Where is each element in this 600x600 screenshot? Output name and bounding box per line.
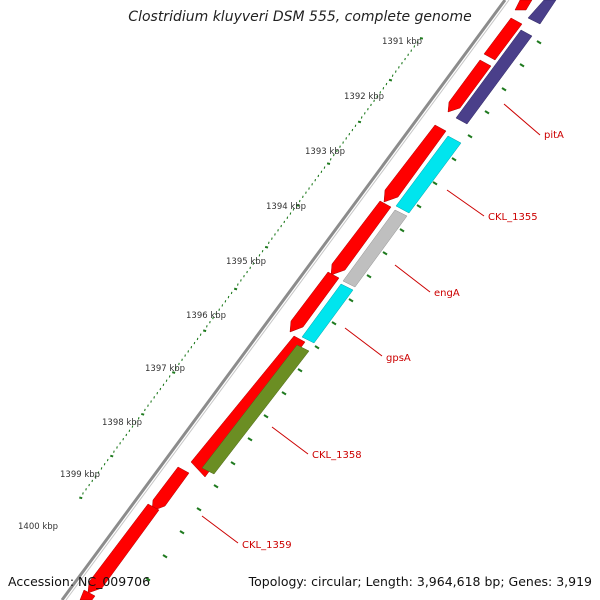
scale-label: 1398 kbp <box>102 418 142 428</box>
major-tick <box>326 162 331 166</box>
gene-label: gpsA <box>386 353 411 364</box>
cds-feature <box>483 17 523 61</box>
outer-tick <box>366 274 372 279</box>
gene-label: CKL_1355 <box>488 212 538 223</box>
outer-tick <box>382 251 388 256</box>
scale-label: 1391 kbp <box>382 37 422 47</box>
major-tick <box>295 204 300 207</box>
outer-tick <box>196 507 202 512</box>
reverse-strand-features <box>201 0 557 475</box>
cds-feature <box>79 589 96 600</box>
cds-feature <box>330 200 392 276</box>
scale-label: 1400 kbp <box>18 522 58 532</box>
gene-label: engA <box>434 288 460 299</box>
major-tick <box>141 412 145 416</box>
major-tick <box>110 454 114 458</box>
major-tick <box>79 496 83 500</box>
cds-pitA <box>455 29 533 125</box>
genome-backbone <box>60 0 507 600</box>
scale-label: 1396 kbp <box>186 311 226 321</box>
outer-tick <box>162 554 168 559</box>
outer-tick <box>230 461 236 466</box>
outer-tick <box>331 321 337 326</box>
major-tick <box>233 287 238 291</box>
cds-feature <box>514 0 533 11</box>
forward-strand-features <box>79 0 533 600</box>
gene-label-leader <box>271 426 309 455</box>
outer-tick <box>484 110 490 115</box>
major-tick <box>357 120 362 124</box>
genome-summary-text: Topology: circular; Length: 3,964,618 bp… <box>248 574 592 589</box>
outer-tick <box>145 577 151 582</box>
major-tick <box>202 329 207 333</box>
accession-text: Accession: NC_009706 <box>8 574 151 589</box>
cds-CKL_1358 <box>201 344 310 475</box>
outer-tick <box>536 40 542 45</box>
scale-label: 1394 kbp <box>266 202 306 212</box>
cds-engA <box>342 209 408 288</box>
outer-tick <box>519 63 525 68</box>
scale-label: 1399 kbp <box>60 470 100 480</box>
outer-tick <box>416 204 422 209</box>
outer-tick <box>451 157 457 162</box>
major-tick <box>419 37 424 40</box>
cds-feature <box>87 503 160 594</box>
scale-label: 1392 kbp <box>344 92 384 102</box>
cds-pitA <box>527 0 557 25</box>
outer-tick <box>314 345 320 350</box>
cds-gpsA <box>301 283 354 344</box>
outer-tick <box>501 87 507 92</box>
cds-feature <box>289 271 340 333</box>
outer-tick <box>281 391 287 396</box>
scale-ticks <box>79 37 542 582</box>
outer-tick <box>432 181 438 186</box>
outer-tick <box>399 228 405 233</box>
outer-tick <box>179 530 185 535</box>
cds-feature <box>447 59 492 113</box>
scale-labels: 1391 kbp 1392 kbp 1393 kbp 1394 kbp 1395 kbp… <box>18 37 422 532</box>
outer-tick <box>247 437 253 442</box>
outer-tick <box>263 414 269 419</box>
outer-tick <box>213 484 219 489</box>
gene-label: CKL_1359 <box>242 540 292 551</box>
outer-tick <box>467 134 473 139</box>
cds-CKL_1355 <box>395 135 462 214</box>
scale-label: 1393 kbp <box>305 147 345 157</box>
major-tick <box>388 78 393 82</box>
scale-label: 1397 kbp <box>145 364 185 374</box>
gene-labels: pitA CKL_1355 engA gpsA CKL_1358 CKL_1359 <box>201 103 564 551</box>
major-tick <box>171 371 176 374</box>
gene-label-leader <box>394 264 431 293</box>
gene-label: pitA <box>544 130 564 141</box>
gene-label: CKL_1358 <box>312 450 362 461</box>
genome-backbone-shadow <box>65 0 510 600</box>
outer-tick <box>297 368 303 373</box>
outer-tick <box>348 298 354 303</box>
gene-label-leader <box>344 327 383 357</box>
scale-label: 1395 kbp <box>226 257 266 267</box>
genome-title: Clostridium kluyveri DSM 555, complete g… <box>128 9 472 25</box>
cds-feature <box>383 124 447 203</box>
gene-label-leader <box>201 515 239 544</box>
major-tick <box>264 245 269 249</box>
cds-feature <box>151 466 190 512</box>
gene-label-leader <box>503 103 541 136</box>
gene-label-leader <box>446 189 485 217</box>
